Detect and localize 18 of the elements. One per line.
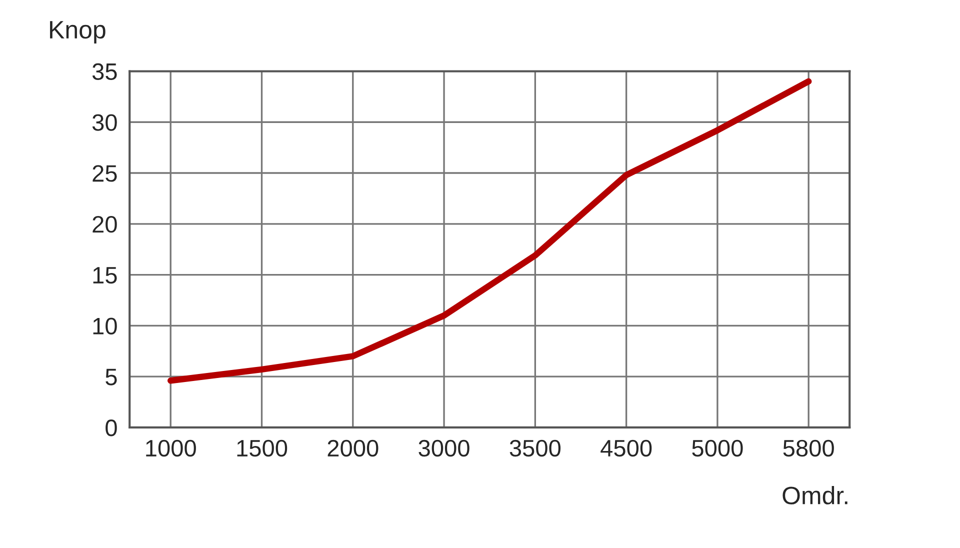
x-tick-label: 1500	[237, 440, 288, 457]
y-tick-label: 30	[92, 114, 117, 131]
y-tick-label: 5	[106, 368, 117, 386]
y-tick-label: 10	[93, 318, 117, 334]
x-tick-label: 1000	[146, 440, 196, 457]
x-tick-label: 2000	[328, 440, 378, 457]
y-tick-label: 20	[92, 216, 117, 233]
x-axis-title: Omdr.	[782, 486, 848, 504]
x-tick-label: 3000	[418, 440, 470, 457]
y-tick-label: 25	[92, 165, 117, 182]
y-axis-title: Knop	[50, 21, 106, 44]
x-tick-label: 4500	[600, 440, 652, 457]
y-tick-label: 15	[93, 267, 117, 284]
x-tick-label: 5000	[692, 440, 743, 457]
y-tick-label: 35	[92, 63, 117, 80]
y-tick-label: 0	[106, 420, 117, 436]
x-tick-label: 5800	[783, 440, 834, 457]
x-tick-label: 3500	[510, 440, 561, 457]
